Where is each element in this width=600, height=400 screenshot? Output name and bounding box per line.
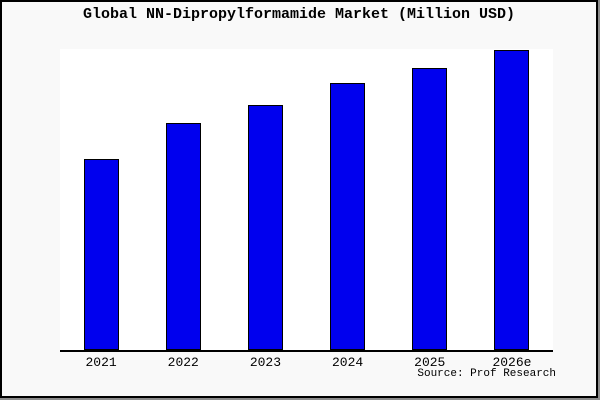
bar-slot: [224, 49, 306, 350]
x-axis-tick-labels: 2021 2022 2023 2024 2025 2026e: [60, 355, 553, 370]
bar-2026e: [494, 50, 530, 350]
bar-2022: [165, 123, 201, 350]
bar-slot: [60, 49, 142, 350]
x-tick-label: 2026e: [492, 355, 532, 370]
source-note: Source: Prof Research: [417, 368, 556, 380]
bar-2025: [412, 68, 448, 350]
bar-2023: [247, 105, 283, 350]
x-tick-label: 2021: [85, 355, 117, 370]
chart-title: Global NN-Dipropylformamide Market (Mill…: [82, 6, 516, 23]
bar-slot: [142, 49, 224, 350]
x-tick-label: 2023: [249, 355, 282, 370]
bar-2021: [83, 159, 119, 350]
bar-slot: [389, 49, 471, 350]
plot-area: [60, 49, 553, 352]
bar-2024: [330, 83, 366, 350]
x-tick-label: 2024: [331, 355, 364, 370]
bar-slot: [471, 49, 553, 350]
x-tick-label: 2022: [167, 355, 199, 370]
bar-slot: [307, 49, 389, 350]
x-tick-label: 2025: [414, 355, 446, 370]
